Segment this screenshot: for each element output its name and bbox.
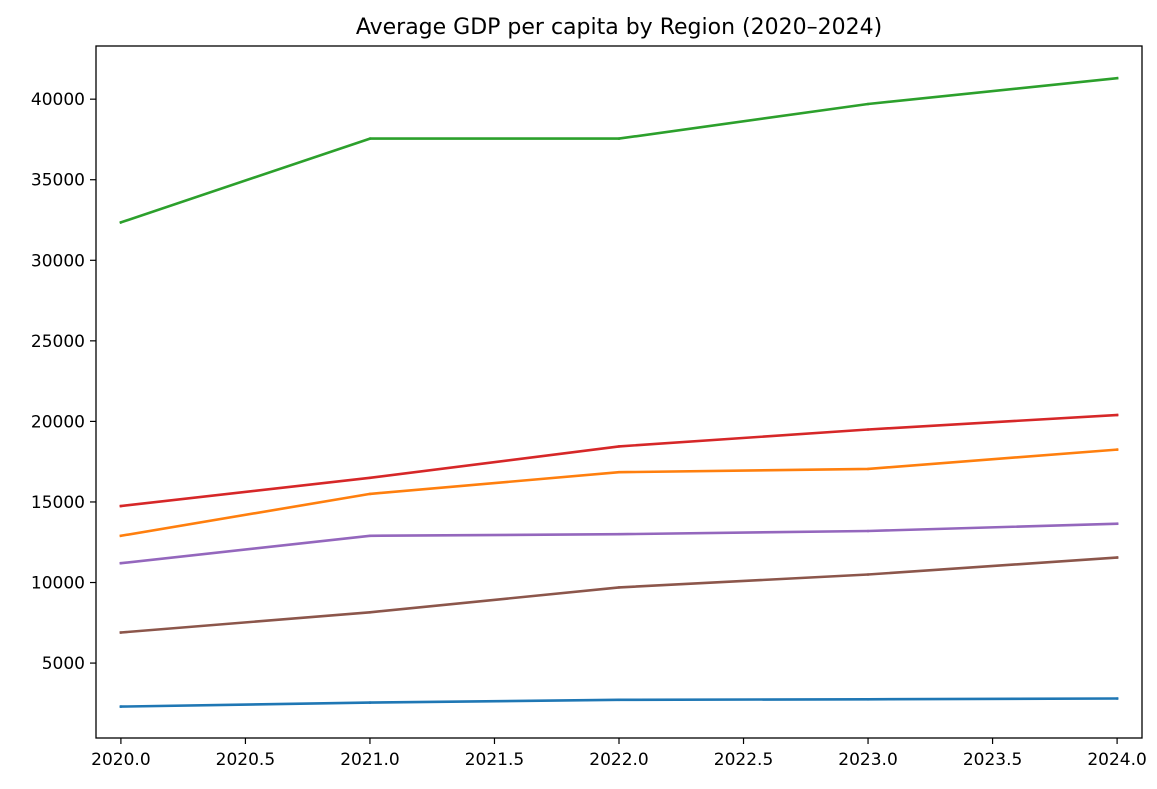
- chart-title: Average GDP per capita by Region (2020–2…: [356, 15, 882, 40]
- y-tick-label: 20000: [31, 412, 85, 432]
- x-tick-label: 2022.5: [714, 750, 773, 770]
- series-5-point: [368, 534, 372, 538]
- plot-area: [95, 45, 1143, 739]
- y-tick-label: 25000: [31, 332, 85, 352]
- series-6-point: [1115, 556, 1119, 559]
- series-line-6: [119, 556, 1119, 634]
- series-4-point: [1115, 413, 1119, 417]
- plot-frame: [95, 45, 1143, 739]
- series-2-point: [1115, 448, 1119, 451]
- series-2-point: [119, 534, 123, 538]
- series-2-point: [368, 492, 372, 496]
- series-layer: [119, 76, 1119, 708]
- y-tick-label: 5000: [42, 654, 85, 674]
- series-2-point: [617, 470, 621, 474]
- series-6-point: [368, 611, 372, 614]
- series-4-point: [368, 476, 372, 480]
- x-tick-label: 2020.0: [91, 750, 150, 770]
- series-3-point: [617, 137, 621, 140]
- x-tick-label: 2021.5: [465, 750, 524, 770]
- series-4-point: [617, 445, 621, 448]
- x-tick-label: 2023.0: [838, 750, 897, 770]
- series-1-point: [368, 701, 372, 704]
- y-axis: 5000 10000 15000 20000 25000 30000 35000 40000: [31, 90, 96, 674]
- series-6-point: [119, 631, 123, 634]
- series-line-5: [119, 522, 1119, 565]
- y-tick-label: 10000: [31, 574, 85, 594]
- x-tick-label: 2022.0: [589, 750, 648, 770]
- series-3-point: [1115, 76, 1119, 80]
- series-5-point: [119, 561, 123, 565]
- series-1-point: [119, 705, 123, 708]
- series-1-point: [1115, 697, 1119, 700]
- series-4-point: [119, 504, 123, 508]
- series-5-point: [617, 532, 621, 536]
- y-tick-label: 30000: [31, 251, 85, 271]
- series-6-point: [617, 586, 621, 589]
- series-5-point: [1115, 522, 1119, 525]
- x-tick-label: 2023.5: [963, 750, 1022, 770]
- series-5-point: [866, 529, 870, 533]
- series-2-point: [866, 467, 870, 471]
- series-line-2: [119, 448, 1119, 538]
- y-tick-label: 40000: [31, 90, 85, 110]
- series-1-point: [866, 698, 870, 701]
- series-3-point: [119, 221, 123, 224]
- x-tick-label: 2024.0: [1087, 750, 1146, 770]
- x-tick-label: 2020.5: [216, 750, 275, 770]
- y-tick-label: 35000: [31, 171, 85, 191]
- y-tick-label: 15000: [31, 493, 85, 513]
- x-axis: 2020.0 2020.5 2021.0 2021.5 2022.0 2022.5 2023…: [91, 738, 1147, 770]
- x-tick-label: 2021.0: [340, 750, 399, 770]
- series-line-3: [119, 76, 1119, 225]
- series-4-point: [866, 428, 870, 431]
- series-3-point: [368, 137, 372, 140]
- series-6-point: [866, 573, 870, 576]
- series-1-point: [617, 698, 621, 702]
- series-3-point: [866, 102, 870, 106]
